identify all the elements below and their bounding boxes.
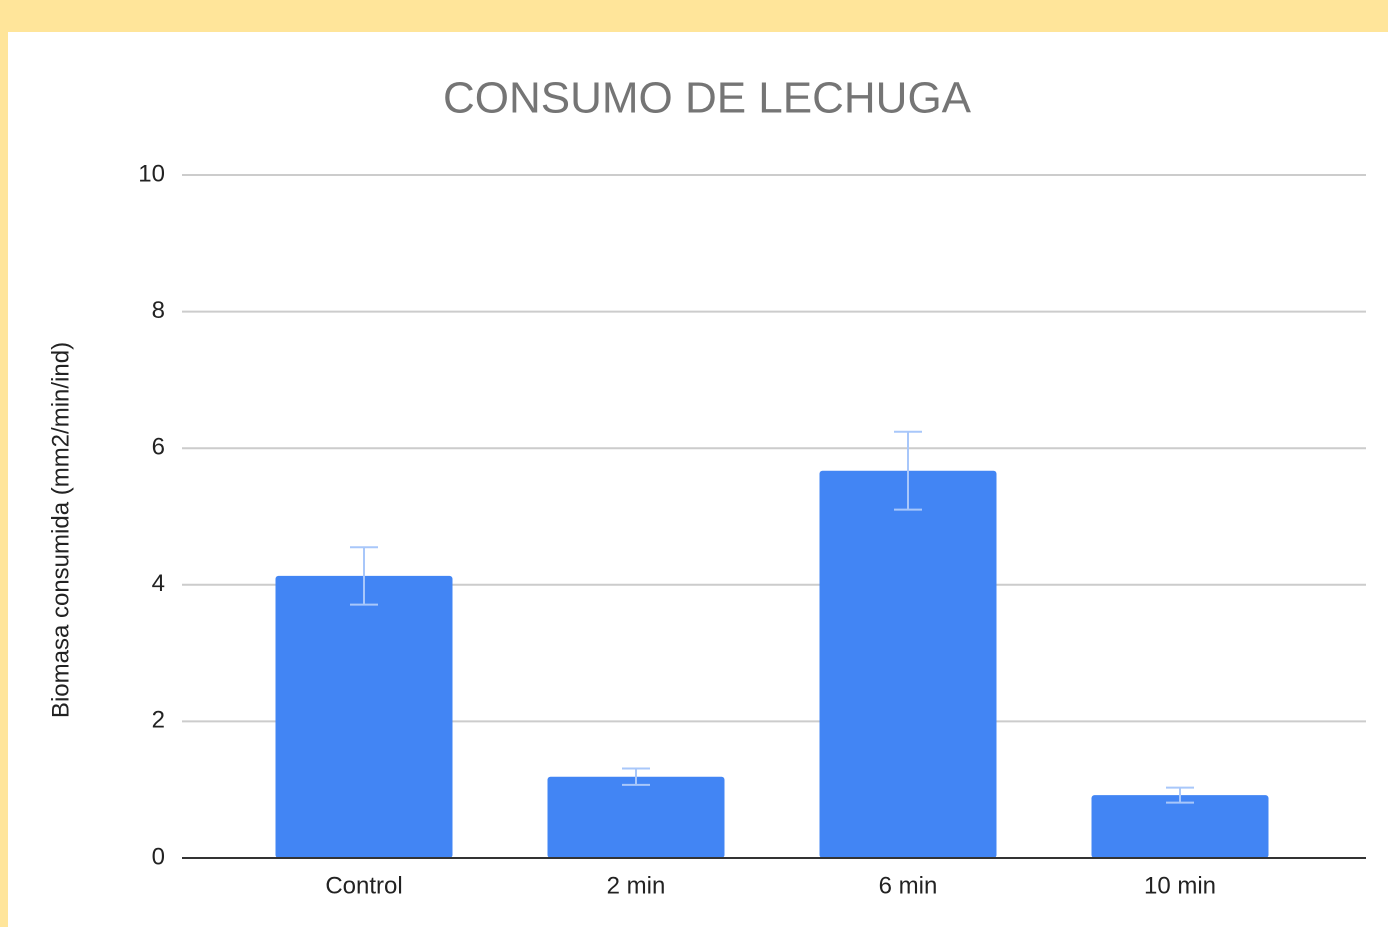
- x-tick-label: 2 min: [607, 872, 666, 899]
- chart-title: CONSUMO DE LECHUGA: [443, 74, 972, 123]
- y-tick-label: 2: [152, 707, 165, 734]
- y-tick-label: 10: [138, 160, 165, 187]
- y-tick-label: 4: [152, 570, 165, 597]
- bar: [819, 470, 997, 858]
- bar: [275, 575, 453, 858]
- error-bar: [1166, 786, 1194, 804]
- bar: [547, 776, 725, 858]
- error-bar: [350, 546, 378, 606]
- error-bar: [894, 430, 922, 511]
- x-tick-label: 6 min: [879, 872, 938, 899]
- error-bar: [622, 767, 650, 786]
- y-tick-label: 8: [152, 297, 165, 324]
- bar: [1091, 795, 1269, 858]
- x-tick-label: 10 min: [1144, 872, 1216, 899]
- y-tick-label: 0: [152, 843, 165, 870]
- y-axis-label: Biomasa consumida (mm2/min/ind): [47, 342, 74, 718]
- y-tick-label: 6: [152, 434, 165, 461]
- x-tick-label: Control: [325, 872, 402, 899]
